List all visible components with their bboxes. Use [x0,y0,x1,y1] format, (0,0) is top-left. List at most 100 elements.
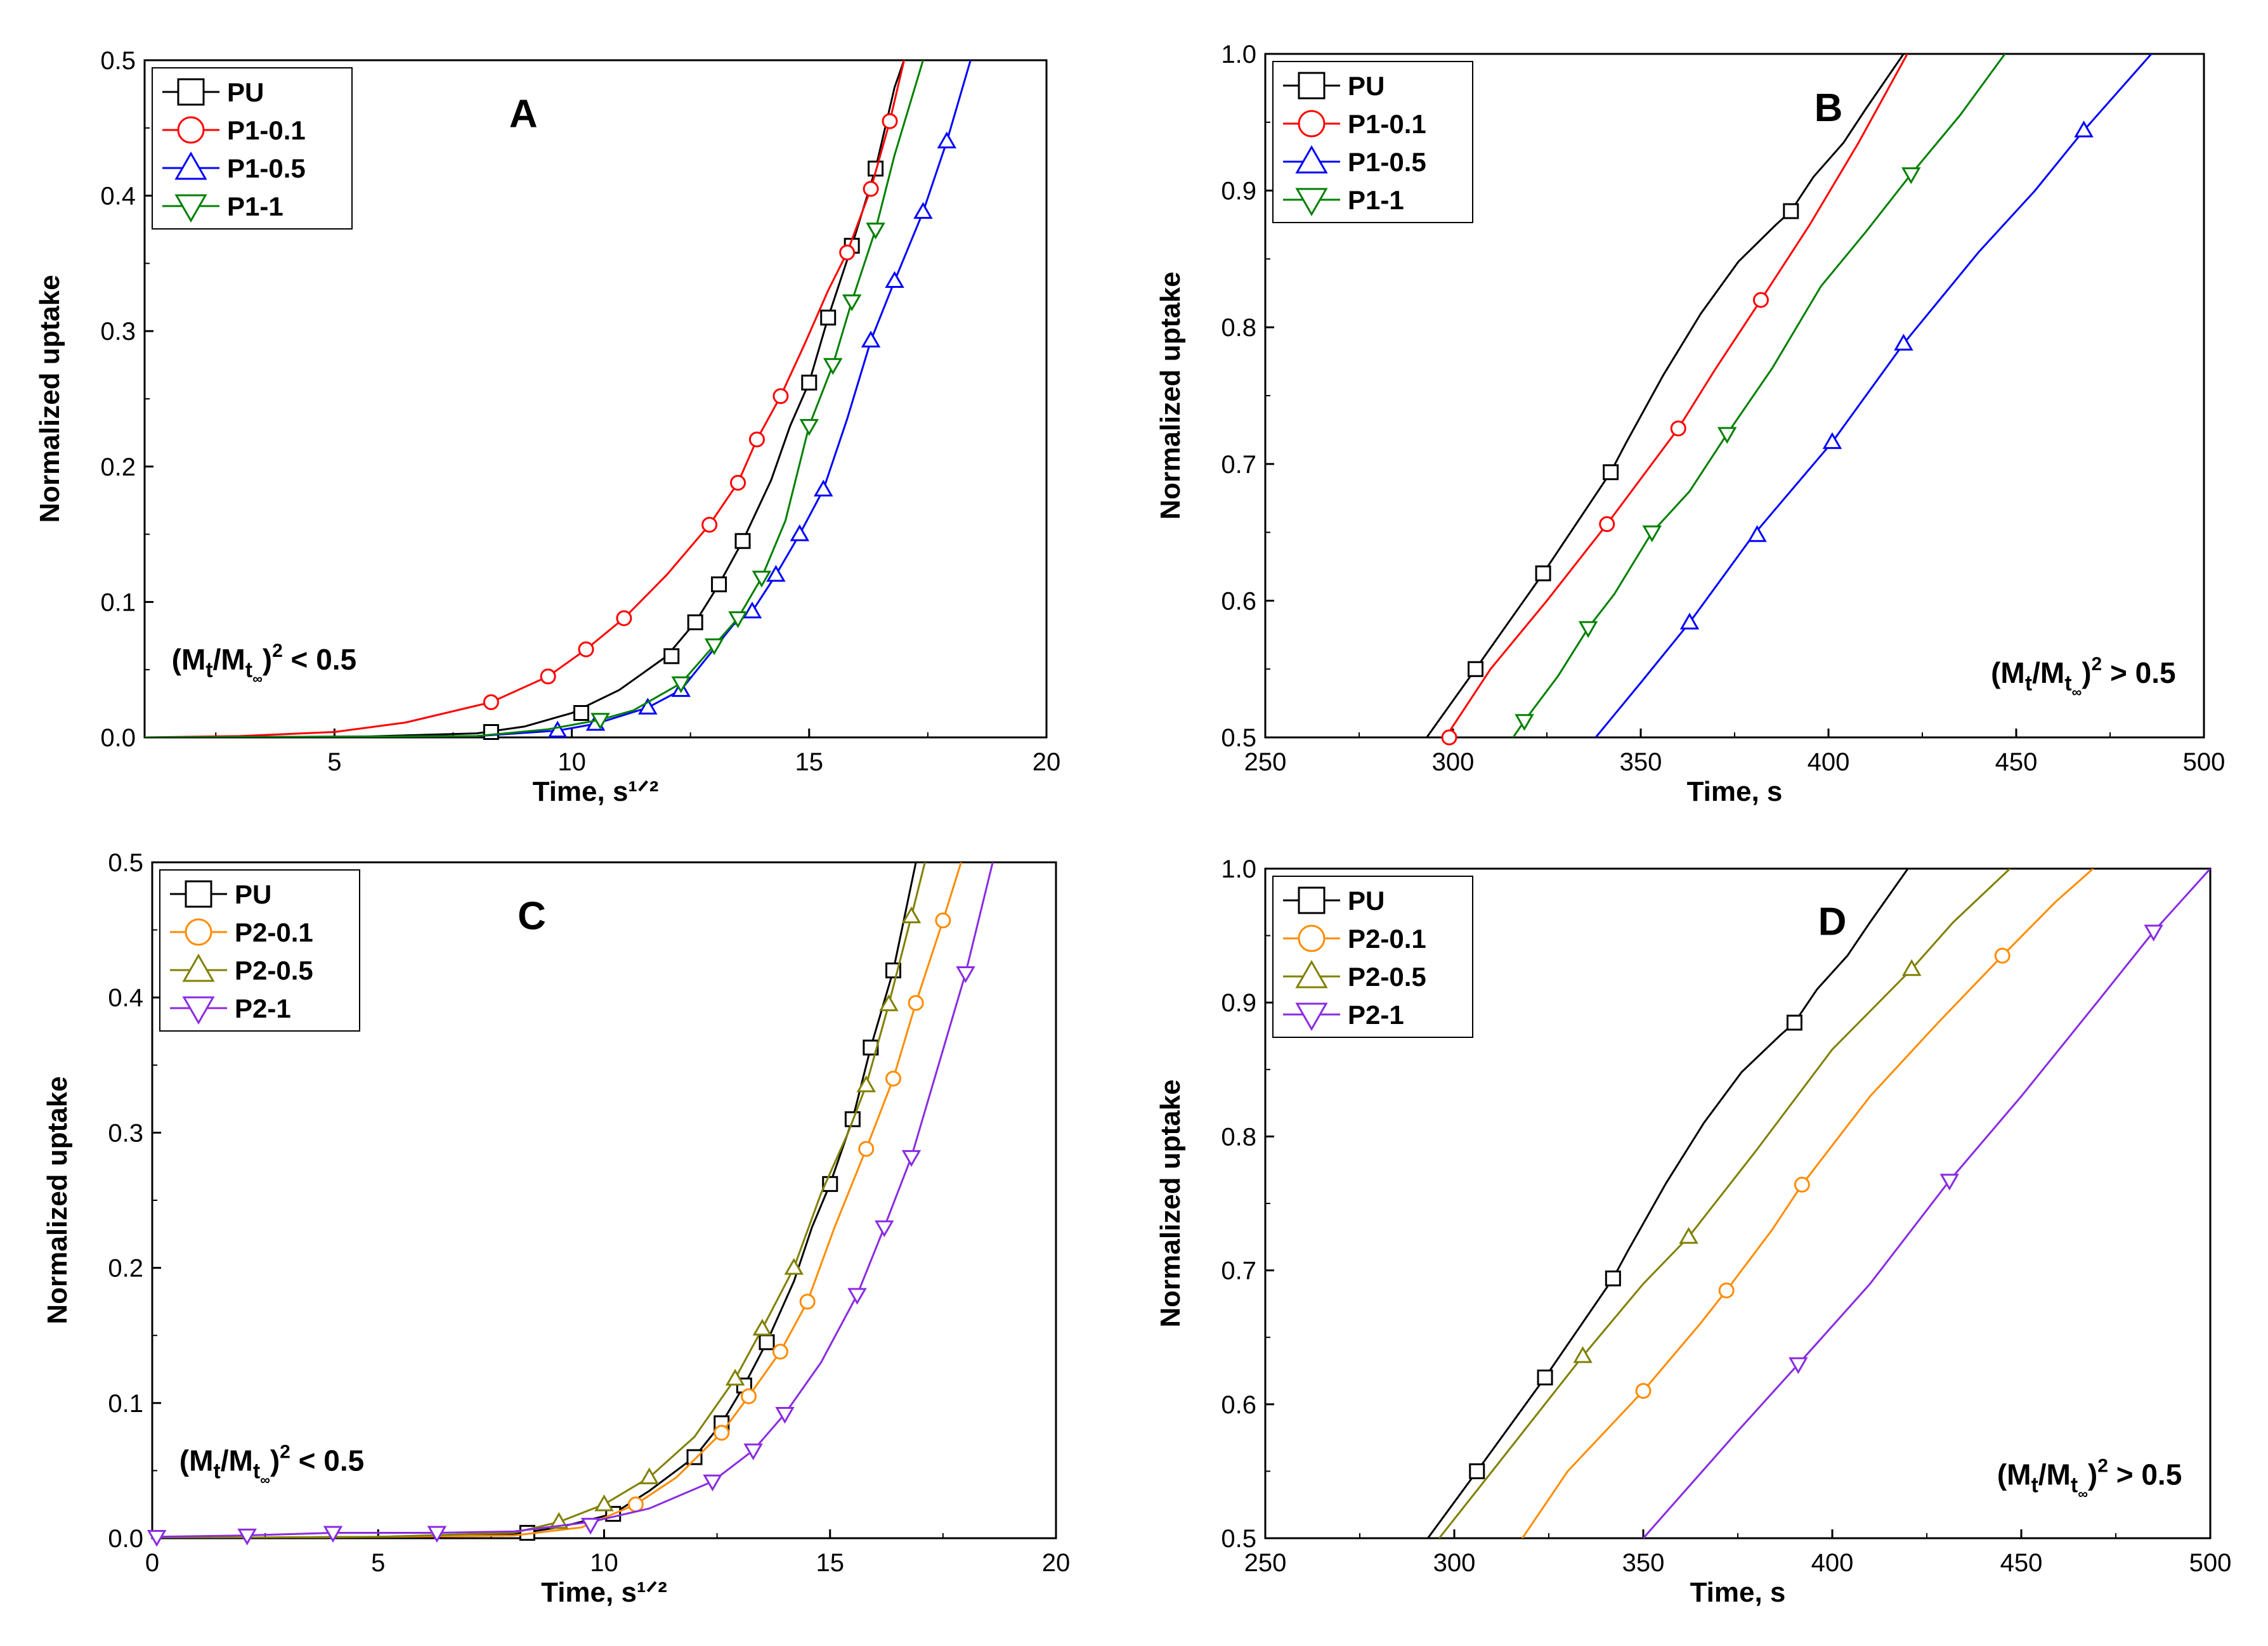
y-axis-title: Normalized uptake [1155,271,1186,519]
legend-marker [1295,188,1328,217]
data-point [1635,1383,1652,1399]
legend-marker [185,918,212,946]
x-tick-label: 350 [1620,748,1662,776]
series-line [1594,54,2153,737]
legend-entry: P2-1 [1283,1000,1404,1032]
x-tick-label: 300 [1433,1549,1476,1577]
data-point [590,713,610,730]
legend-label: P2-0.5 [1348,962,1426,992]
data-point [858,1141,875,1157]
data-point [728,611,748,628]
data-point [663,648,680,664]
data-point [752,571,772,588]
legend-marker [1295,959,1328,988]
y-tick-label: 0.3 [108,1119,143,1147]
legend-label: P1-0.5 [1348,147,1426,177]
legend-entry: P2-0.1 [170,917,313,947]
data-point [820,309,837,326]
data-point [1783,203,1799,219]
data-point [616,610,632,626]
data-point [901,906,922,924]
legend-entry: P1-0.5 [162,151,306,183]
x-tick-label: 5 [327,748,341,776]
data-point [1794,1176,1810,1193]
data-point [1786,1014,1802,1031]
legend-marker [177,116,205,144]
y-tick-label: 0.9 [1221,989,1256,1017]
y-tick-label: 0.4 [108,984,143,1012]
x-axis-title: Time, s [1690,1577,1786,1608]
x-tick-label: 450 [2000,1549,2043,1577]
data-point [734,533,751,549]
data-point [1901,959,1922,976]
regime-annotation: (Mt/Mt∞)2 < 0.5 [179,1441,364,1487]
y-tick-label: 0.5 [1221,1525,1256,1553]
data-point [1578,621,1598,638]
data-point [578,641,594,658]
x-axis-title: Time, s [1687,776,1783,807]
data-point [1752,292,1769,308]
data-point [687,614,703,630]
legend: PU P1-0.1 P1-0.5 P1-1 [1272,61,1473,223]
data-point [427,1526,447,1543]
data-point [790,524,810,541]
data-point [742,601,762,619]
data-point [861,330,881,348]
data-point [730,474,746,491]
data-point [627,1496,644,1513]
legend-entry: P1-0.1 [162,115,306,145]
legend: PU P2-0.1 P2-0.5 P2-1 [159,869,360,1032]
series-PU [1427,869,1909,1538]
series-line [1427,869,1909,1538]
y-tick-label: 1.0 [1221,855,1256,883]
series-line [1426,54,1905,737]
data-point [1717,427,1737,444]
legend-label: P1-0.1 [227,115,306,145]
data-point [483,694,499,710]
data-point [908,995,924,1011]
data-point [743,1443,763,1461]
data-point [1441,729,1457,746]
series-PU [1426,54,1905,737]
data-point [937,131,957,149]
x-tick-label: 250 [1244,1549,1287,1577]
data-point [638,697,658,715]
data-point [714,1425,730,1441]
series-P1-0.5 [145,60,972,738]
series-P1-0.1 [145,60,905,737]
data-point [2074,120,2094,138]
x-tick-label: 400 [1808,748,1850,776]
data-point [237,1528,257,1546]
series-line [1512,54,2006,737]
data-point [766,565,786,582]
data-point [1822,432,1842,450]
x-tick-label: 500 [2183,748,2226,776]
data-point [549,1512,569,1529]
x-tick-label: 20 [1042,1549,1071,1577]
panel-D: 250 300 350 400 450 500 0.5 0.6 0.7 0.8 0.9 1.0 Time… [1155,855,2231,1608]
legend-entry: PU [170,879,271,909]
series-line [1444,54,1908,737]
y-tick-label: 1.0 [1221,41,1256,68]
legend: PU P2-0.1 P2-0.5 P2-1 [1272,876,1473,1038]
series-P2-0.1 [152,862,962,1538]
legend-entry: P2-1 [170,994,291,1025]
y-axis-title: Normalized uptake [34,275,65,522]
data-point [1469,1463,1485,1479]
y-tick-label: 0.8 [1221,314,1256,342]
y-tick-label: 0.3 [100,318,136,346]
x-tick-label: 15 [795,748,824,776]
legend-marker [1298,924,1326,952]
legend-marker [1298,886,1326,914]
data-point [1901,167,1921,185]
data-point [703,1474,722,1492]
data-point [813,479,833,496]
legend-label: PU [235,879,271,909]
data-point [686,1449,703,1465]
legend-marker [1298,72,1326,100]
y-tick-label: 0.1 [100,588,136,616]
data-point [711,576,727,593]
regime-annotation: (Mt/Mt∞)2 < 0.5 [172,640,356,687]
legend-marker [1295,145,1328,174]
x-tick-label: 350 [1622,1549,1665,1577]
